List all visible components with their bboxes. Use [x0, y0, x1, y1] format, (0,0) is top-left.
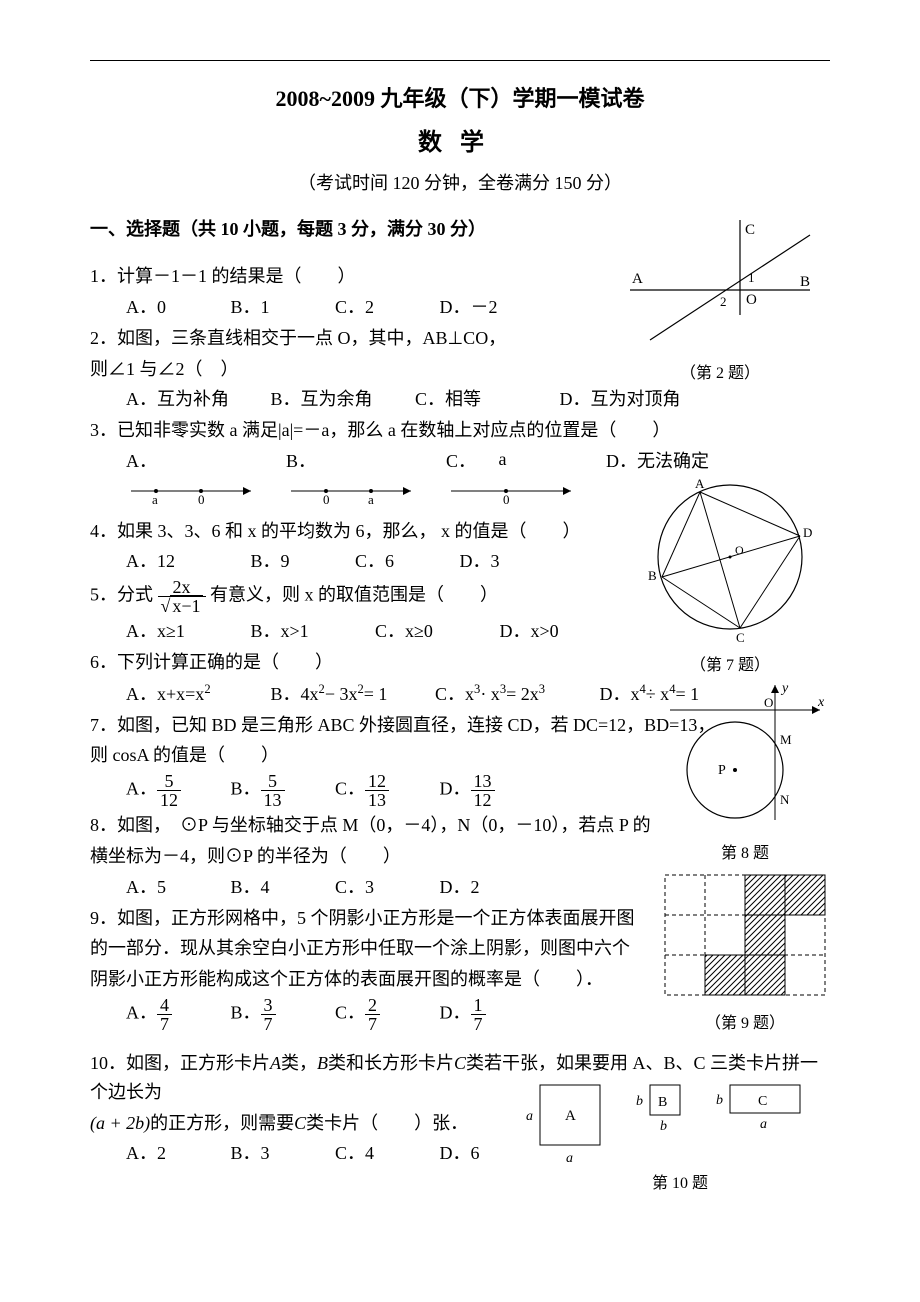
q7-A: A．512	[126, 772, 226, 809]
q4-C: C．6	[355, 547, 455, 576]
q8-caption: 第 8 题	[660, 841, 830, 867]
q5-C: C．x≥0	[375, 617, 495, 646]
q9-figure: （第 9 题）	[660, 870, 830, 1036]
svg-text:P: P	[718, 763, 726, 778]
svg-text:C: C	[758, 1094, 767, 1109]
q2-label-2: 2	[720, 294, 727, 309]
q3-B-label: B．	[286, 447, 316, 476]
svg-text:b: b	[716, 1093, 723, 1108]
q6-B: B．4x2 − 3x2 = 1	[271, 679, 431, 709]
svg-text:a: a	[526, 1109, 533, 1124]
q2-label-A: A	[632, 271, 643, 287]
q8-C: C．3	[335, 873, 435, 902]
q10-C: C．4	[335, 1139, 435, 1168]
q4-D: D．3	[460, 547, 560, 576]
q2-caption: （第 2 题）	[620, 361, 820, 387]
q9-A: A．47	[126, 996, 226, 1033]
q7-D: D．1312	[440, 772, 540, 809]
q5-frac-den: x−1	[158, 597, 206, 615]
q3-stem: 3．已知非零实数 a 满足|a|=－a，那么 a 在数轴上对应点的位置是（ ）	[90, 416, 830, 445]
svg-text:D: D	[803, 525, 812, 540]
svg-text:A: A	[565, 1108, 576, 1124]
q3-A-label: A．	[126, 447, 157, 476]
q8-figure: x y O P M N 第 8 题	[660, 680, 830, 866]
q2-label-C: C	[745, 222, 755, 238]
q2-B: B．互为余角	[271, 385, 411, 414]
q5-suffix: 有意义，则 x 的取值范围是（ ）	[210, 585, 498, 605]
title-line2: 数学	[90, 124, 830, 162]
q10-B: B．3	[231, 1139, 331, 1168]
page: 2008~2009 九年级（下）学期一模试卷 数学 （考试时间 120 分钟，全…	[0, 0, 920, 1302]
q3-B: B． 0 a	[286, 447, 446, 515]
q9-caption: （第 9 题）	[660, 1011, 830, 1037]
svg-text:0: 0	[503, 492, 510, 506]
numberline-C-icon: 0	[446, 476, 586, 506]
svg-text:B: B	[658, 1095, 667, 1110]
q4-A: A．12	[126, 547, 246, 576]
svg-text:N: N	[780, 792, 790, 807]
q5-A: A．x≥1	[126, 617, 246, 646]
q2-options: A．互为补角 B．互为余角 C．相等 D．互为对顶角	[90, 385, 830, 414]
q2-label-O: O	[746, 292, 757, 308]
svg-text:O: O	[764, 695, 773, 710]
svg-text:A: A	[695, 476, 705, 491]
q9-C: C．27	[335, 996, 435, 1033]
q8-A: A．5	[126, 873, 226, 902]
q2-A: A．互为补角	[126, 385, 266, 414]
numberline-B-icon: 0 a	[286, 476, 426, 506]
top-rule	[90, 60, 830, 61]
q5-rad: x−1	[170, 595, 202, 616]
q7-C: C．1213	[335, 772, 435, 809]
q8-B: B．4	[231, 873, 331, 902]
q1-D: D．－2	[440, 293, 540, 322]
q3-A: A． a 0	[126, 447, 286, 515]
q2-D: D．互为对顶角	[560, 385, 700, 414]
q2-C: C．相等	[415, 385, 555, 414]
q5-D: D．x>0	[500, 617, 620, 646]
svg-text:C: C	[736, 630, 745, 642]
q4-B: B．9	[251, 547, 351, 576]
q7-figure: O A B C D （第 7 题）	[640, 472, 820, 678]
svg-text:0: 0	[323, 492, 330, 506]
q10-figure: A a a B b b C b a 第 10 题	[520, 1080, 840, 1196]
svg-text:M: M	[780, 732, 792, 747]
q2-figure: A B C O 1 2 （第 2 题）	[620, 220, 820, 386]
q5-fraction: 2x x−1	[158, 578, 206, 615]
q2-label-1: 1	[748, 270, 755, 285]
q7-B: B．513	[231, 772, 331, 809]
svg-text:b: b	[660, 1119, 667, 1134]
q1-C: C．2	[335, 293, 435, 322]
svg-text:0: 0	[198, 492, 205, 506]
q5-B: B．x>1	[251, 617, 371, 646]
q9-B: B．37	[231, 996, 331, 1033]
subtitle: （考试时间 120 分钟，全卷满分 150 分）	[90, 169, 830, 198]
svg-text:a: a	[368, 492, 374, 506]
q10-A: A．2	[126, 1139, 226, 1168]
q7-caption: （第 7 题）	[640, 653, 820, 679]
svg-text:a: a	[760, 1117, 767, 1132]
q2-label-B: B	[800, 274, 810, 290]
numberline-A-icon: a 0	[126, 476, 266, 506]
svg-text:y: y	[780, 681, 789, 696]
q1-A: A．0	[126, 293, 226, 322]
svg-text:a: a	[152, 492, 158, 506]
q1-B: B．1	[231, 293, 331, 322]
q5-prefix: 5．分式	[90, 585, 153, 605]
q10-caption: 第 10 题	[520, 1171, 840, 1197]
q9-D: D．17	[440, 996, 540, 1033]
svg-text:b: b	[636, 1094, 643, 1109]
q6-A: A．x+x=x2	[126, 679, 266, 709]
svg-text:a: a	[566, 1151, 573, 1166]
q3-C-label: C．	[446, 447, 476, 476]
q3-C: C． a 0	[446, 447, 606, 515]
q6-C: C．x3· x3 = 2x3	[435, 679, 595, 709]
svg-text:x: x	[817, 695, 825, 710]
svg-text:B: B	[648, 568, 657, 583]
q8-D: D．2	[440, 873, 540, 902]
title-line1: 2008~2009 九年级（下）学期一模试卷	[90, 81, 830, 116]
